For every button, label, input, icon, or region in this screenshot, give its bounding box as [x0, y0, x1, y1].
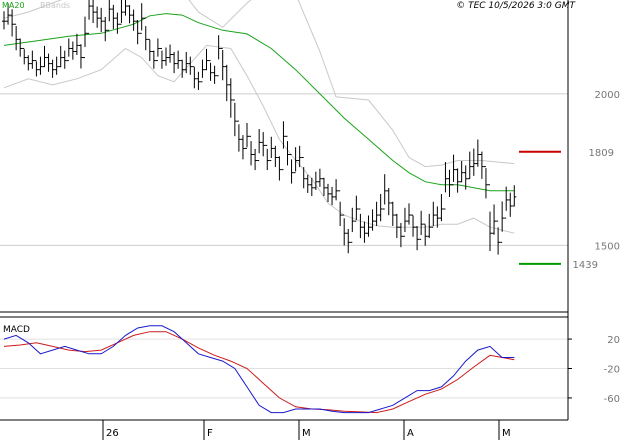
- legend-bbands: BBands: [40, 1, 70, 10]
- macd-line: [3, 325, 515, 414]
- x-tick-label: 26: [106, 428, 119, 439]
- y-tick-label-macd: 20: [607, 335, 620, 346]
- annotations-layer: 1809 1439: [519, 148, 614, 271]
- grid-layer: [0, 93, 572, 399]
- x-tick-label: A: [407, 428, 414, 439]
- price-bars-layer: [2, 0, 517, 255]
- x-tick-label: M: [302, 428, 311, 439]
- macd-signal-line: [3, 331, 515, 414]
- bbands-layer: [3, 0, 515, 234]
- y-tick-label-macd: -60: [604, 394, 620, 405]
- x-tick-label: F: [207, 428, 213, 439]
- copyright-text: © TEC 10/5/2026 3:0 GMT: [456, 1, 576, 11]
- ma20-line: [3, 13, 515, 192]
- macd-layer: [3, 325, 515, 414]
- bbands-lower-line: [3, 44, 515, 234]
- support-label: 1439: [573, 260, 598, 271]
- y-tick-label-main: 2000: [595, 90, 620, 101]
- frame-layer: [0, 0, 569, 440]
- bbands-upper-line: [3, 0, 515, 168]
- text-layer: MA20 BBands © TEC 10/5/2026 3:0 GMT MACD…: [2, 1, 620, 439]
- ma20-layer: [3, 13, 515, 192]
- y-tick-label-macd: -20: [604, 365, 620, 376]
- x-tick-label: M: [502, 428, 511, 439]
- legend-ma20: MA20: [2, 1, 25, 10]
- resistance-label: 1809: [589, 148, 614, 159]
- y-tick-label-main: 1500: [595, 241, 620, 252]
- macd-title: MACD: [3, 325, 30, 335]
